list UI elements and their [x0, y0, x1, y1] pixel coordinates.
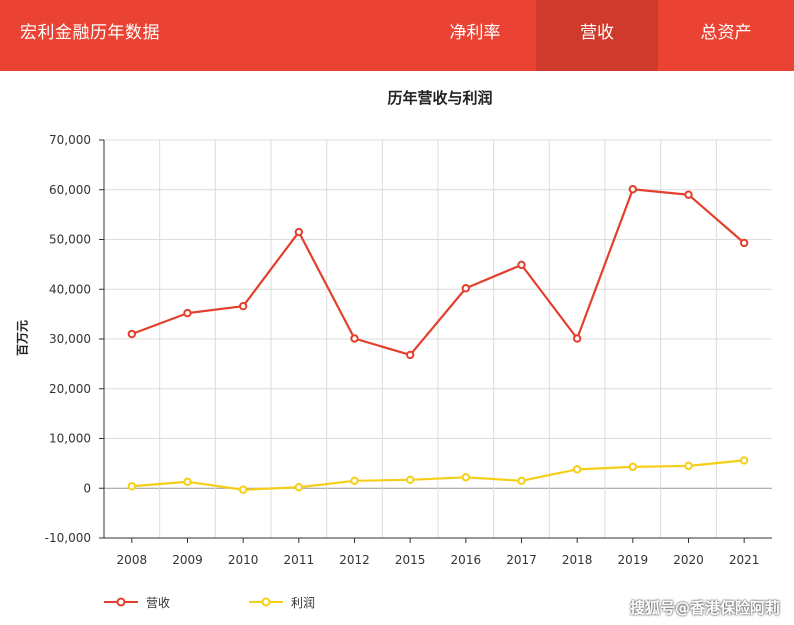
x-tick-label: 2017 [506, 553, 537, 567]
data-point-profit [350, 476, 359, 485]
x-tick-label: 2019 [618, 553, 649, 567]
data-point-profit [127, 482, 137, 491]
data-point-revenue [127, 329, 137, 339]
x-tick-label: 2008 [117, 553, 148, 567]
y-tick-label: 60,000 [49, 183, 91, 197]
x-tick-label: 2012 [339, 553, 370, 567]
x-tick-label: 2021 [729, 553, 760, 567]
data-point-profit [739, 456, 749, 465]
data-point-revenue [238, 301, 248, 311]
chart-title: 历年营收与利润 [387, 89, 493, 107]
x-tick-label: 2010 [228, 553, 259, 567]
data-point-revenue [572, 334, 582, 343]
data-point-revenue [739, 238, 749, 248]
data-point-revenue [183, 308, 192, 318]
x-tick-label: 2020 [673, 553, 704, 567]
x-tick-label: 2009 [172, 553, 203, 567]
data-point-profit [684, 461, 693, 471]
data-point-revenue [628, 185, 638, 194]
tab-net-margin[interactable]: 净利率 [449, 23, 501, 43]
y-tick-label: 20,000 [49, 382, 91, 396]
series-line-revenue [131, 188, 745, 357]
y-tick-label: -10,000 [45, 531, 91, 545]
data-point-revenue [461, 284, 471, 293]
legend-profit-label: 利润 [291, 595, 316, 610]
x-tick-label: 2011 [284, 553, 315, 567]
legend-revenue-label: 营收 [146, 595, 171, 610]
y-tick-label: 50,000 [49, 233, 91, 247]
y-tick-label: 70,000 [49, 133, 91, 147]
legend-item-profit[interactable]: 利润 [249, 593, 315, 611]
x-tick-label: 2016 [451, 553, 482, 567]
brand-title: 宏利金融历年数据 [20, 23, 160, 43]
data-point-profit [405, 475, 415, 484]
tab-revenue[interactable]: 营收 [536, 0, 658, 71]
header-bar: 宏利金融历年数据 净利率 营收 总资产 [0, 0, 794, 71]
y-tick-label: 40,000 [49, 282, 91, 296]
series-line-profit [131, 459, 745, 491]
y-tick-label: 10,000 [49, 432, 91, 446]
data-point-revenue [294, 227, 304, 237]
y-tick-label: 0 [83, 481, 91, 495]
data-point-profit [572, 465, 582, 474]
data-point-revenue [350, 334, 359, 343]
data-point-revenue [684, 190, 693, 199]
watermark: 搜狐号@香港保险阿莉 [629, 599, 780, 617]
data-point-revenue [405, 350, 415, 360]
data-point-profit [461, 473, 471, 482]
data-point-revenue [517, 260, 526, 270]
data-point-profit [517, 476, 526, 485]
x-tick-label: 2018 [562, 553, 593, 567]
data-point-profit [183, 477, 192, 486]
data-point-profit [628, 462, 638, 472]
x-tick-label: 2015 [395, 553, 426, 567]
legend-item-revenue[interactable]: 营收 [104, 593, 170, 611]
tab-total-assets[interactable]: 总资产 [700, 23, 752, 43]
data-point-profit [238, 485, 248, 494]
legend-profit-marker [249, 597, 283, 607]
data-point-profit [294, 483, 304, 492]
legend-revenue-marker [104, 597, 138, 607]
y-tick-label: 30,000 [49, 332, 91, 346]
